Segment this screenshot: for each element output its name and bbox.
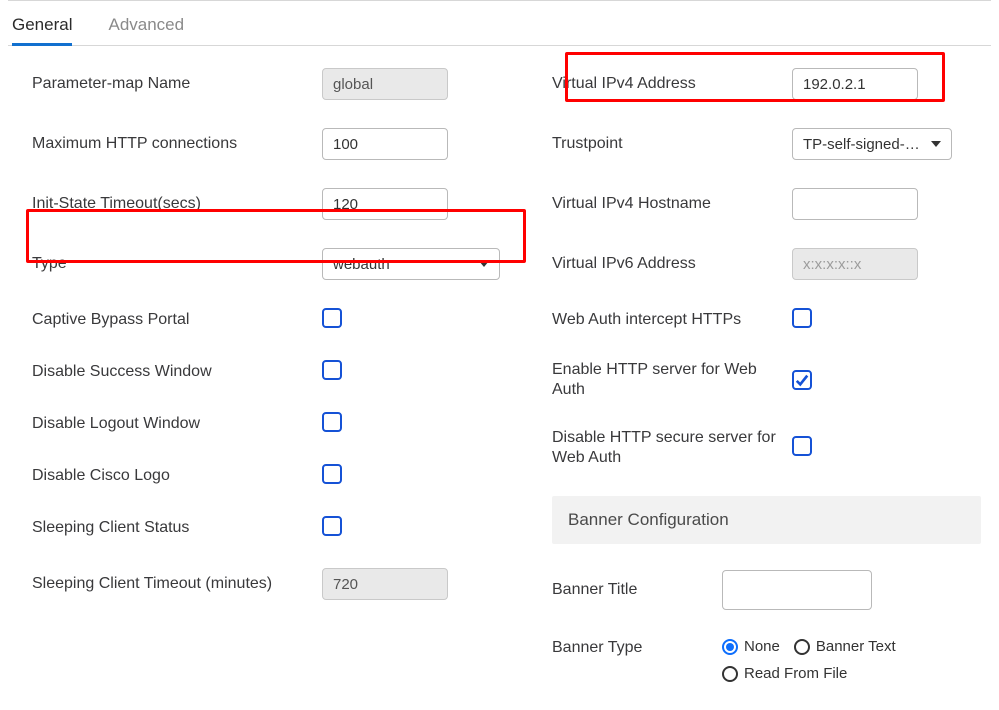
v4-addr-label: Virtual IPv4 Address (552, 74, 792, 94)
banner-type-file-label: Read From File (744, 665, 847, 682)
tabs: General Advanced (8, 1, 991, 46)
banner-type-file-radio[interactable]: Read From File (722, 665, 847, 682)
type-select[interactable]: webauth (322, 248, 500, 280)
banner-type-text-label: Banner Text (816, 638, 896, 655)
captive-bypass-label: Captive Bypass Portal (32, 310, 322, 330)
trustpoint-select[interactable]: TP-self-signed-3... (792, 128, 952, 160)
enable-http-checkbox[interactable] (792, 370, 812, 390)
banner-title-input[interactable] (722, 570, 872, 610)
disable-https-checkbox[interactable] (792, 436, 812, 456)
right-panel: Virtual IPv4 Address Trustpoint TP-self-… (552, 68, 981, 710)
max-http-label: Maximum HTTP connections (32, 134, 322, 154)
banner-type-none-label: None (744, 638, 780, 655)
v6-addr-input[interactable] (792, 248, 918, 280)
init-timeout-label: Init-State Timeout(secs) (32, 194, 322, 214)
chevron-down-icon (931, 141, 941, 147)
banner-title-label: Banner Title (552, 580, 722, 600)
left-panel: Parameter-map Name Maximum HTTP connecti… (32, 68, 532, 710)
intercept-https-label: Web Auth intercept HTTPs (552, 310, 792, 330)
v4-addr-input[interactable] (792, 68, 918, 100)
trustpoint-label: Trustpoint (552, 134, 792, 154)
banner-config-header: Banner Configuration (552, 496, 981, 544)
param-name-input (322, 68, 448, 100)
chevron-down-icon (479, 261, 489, 267)
disable-success-label: Disable Success Window (32, 362, 322, 382)
v4-host-label: Virtual IPv4 Hostname (552, 194, 792, 214)
intercept-https-checkbox[interactable] (792, 308, 812, 328)
disable-https-label: Disable HTTP secure server for Web Auth (552, 428, 792, 468)
disable-success-checkbox[interactable] (322, 360, 342, 380)
banner-type-label: Banner Type (552, 638, 722, 658)
param-name-label: Parameter-map Name (32, 74, 322, 94)
radio-icon (722, 666, 738, 682)
type-select-value: webauth (333, 256, 390, 273)
v6-addr-label: Virtual IPv6 Address (552, 254, 792, 274)
init-timeout-input[interactable] (322, 188, 448, 220)
tab-advanced[interactable]: Advanced (108, 15, 184, 45)
v4-host-input[interactable] (792, 188, 918, 220)
banner-type-text-radio[interactable]: Banner Text (794, 638, 896, 655)
enable-http-label: Enable HTTP server for Web Auth (552, 360, 792, 400)
sleeping-status-checkbox[interactable] (322, 516, 342, 536)
max-http-input[interactable] (322, 128, 448, 160)
radio-icon (794, 639, 810, 655)
radio-icon (722, 639, 738, 655)
disable-logout-checkbox[interactable] (322, 412, 342, 432)
sleeping-timeout-input (322, 568, 448, 600)
banner-type-none-radio[interactable]: None (722, 638, 780, 655)
type-label: Type (32, 254, 322, 274)
sleeping-status-label: Sleeping Client Status (32, 518, 322, 538)
tab-general[interactable]: General (12, 15, 72, 45)
disable-logo-checkbox[interactable] (322, 464, 342, 484)
disable-logout-label: Disable Logout Window (32, 414, 322, 434)
captive-bypass-checkbox[interactable] (322, 308, 342, 328)
disable-logo-label: Disable Cisco Logo (32, 466, 322, 486)
trustpoint-select-value: TP-self-signed-3... (803, 136, 923, 153)
sleeping-timeout-label: Sleeping Client Timeout (minutes) (32, 574, 322, 594)
